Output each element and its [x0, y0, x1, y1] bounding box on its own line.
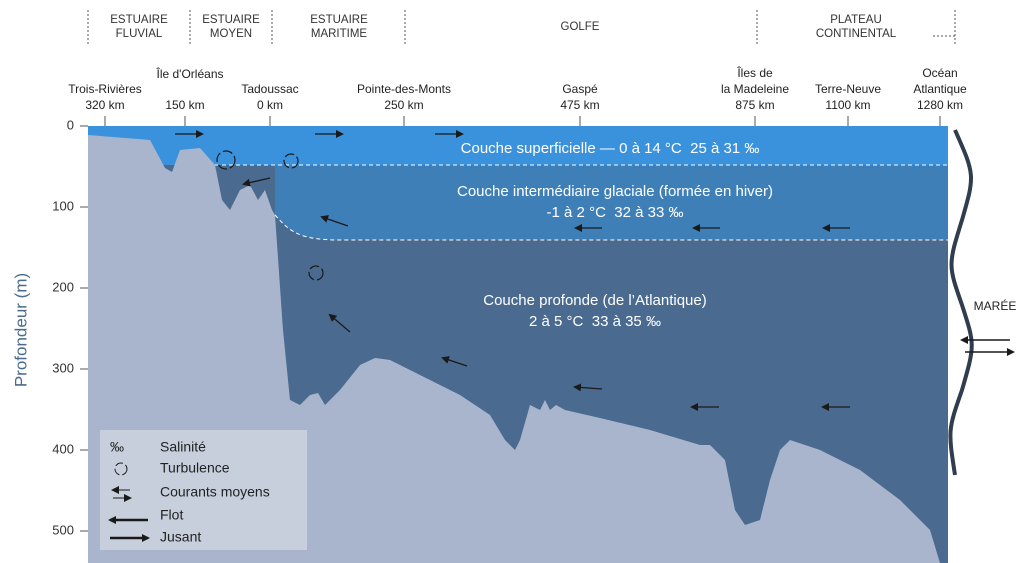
- location-label: la Madeleine: [721, 82, 789, 96]
- location-label: Pointe-des-Monts: [357, 82, 451, 96]
- current-arrow: [573, 383, 603, 392]
- turbulence: [216, 150, 324, 281]
- turbulence-icon: [216, 150, 236, 170]
- legend-label: Flot: [160, 507, 183, 523]
- legend: [100, 430, 307, 550]
- turbulence-icon: [308, 265, 324, 281]
- y-tick-label: 0: [67, 117, 74, 132]
- y-tick-label: 300: [52, 360, 74, 375]
- zone-label: ESTUAIRE: [202, 14, 260, 26]
- legend-label: Turbulence: [160, 460, 230, 476]
- legend-box: [100, 430, 307, 550]
- current-arrow: [242, 177, 271, 187]
- zone-label: MOYEN: [210, 28, 252, 40]
- tide-wave: [948, 129, 974, 476]
- layer-label: Couche profonde (de l’Atlantique): [483, 292, 706, 309]
- turbulence-icon: [283, 153, 299, 169]
- current-arrow: [441, 356, 468, 367]
- location-label: Tadoussac: [241, 82, 298, 96]
- layer-label: Couche superficielle — 0 à 14 °C 25 à 31…: [461, 140, 760, 157]
- location-label: 150 km: [165, 98, 204, 112]
- location-label: Trois-Rivières: [68, 82, 142, 96]
- location-label: 475 km: [560, 98, 599, 112]
- axis-title: Profondeur (m): [11, 273, 30, 387]
- zone-label: ESTUAIRE: [110, 14, 168, 26]
- y-tick-label: 500: [52, 522, 74, 537]
- location-label: 250 km: [384, 98, 423, 112]
- layer-label: Couche intermédiaire glaciale (formée en…: [457, 183, 773, 200]
- legend-icon: [114, 462, 128, 476]
- layer-boundary: [274, 214, 948, 241]
- current-arrow: [320, 215, 349, 227]
- location-label: 0 km: [257, 98, 283, 112]
- tide-label: MARÉE: [974, 298, 1017, 313]
- zone-label: MARITIME: [311, 28, 368, 40]
- legend-label: Jusant: [160, 529, 201, 545]
- location-label: Gaspé: [562, 82, 598, 96]
- y-tick-label: 200: [52, 279, 74, 294]
- legend-symbol: ‰: [110, 439, 124, 455]
- zone-label: ESTUAIRE: [310, 14, 368, 26]
- location-label: 1100 km: [825, 98, 870, 112]
- zone-label: CONTINENTAL: [816, 28, 897, 40]
- layer-label: -1 à 2 °C 32 à 33 ‰: [547, 204, 684, 221]
- location-label: 320 km: [85, 98, 124, 112]
- location-label: Océan: [922, 66, 957, 80]
- y-tick-label: 100: [52, 198, 74, 213]
- legend-label: Courants moyens: [160, 484, 270, 500]
- layer-label: 2 à 5 °C 33 à 35 ‰: [529, 313, 661, 330]
- location-label: Îles de: [736, 65, 773, 80]
- surface-layer: [88, 126, 948, 165]
- legend-label: Salinité: [160, 439, 206, 455]
- location-label: 875 km: [735, 98, 774, 112]
- location-label: Île d'Orléans: [156, 66, 224, 81]
- y-tick-label: 400: [52, 441, 74, 456]
- location-label: Atlantique: [913, 82, 967, 96]
- currents: [175, 130, 850, 411]
- zone-label: FLUVIAL: [116, 28, 163, 40]
- location-label: Terre-Neuve: [815, 82, 881, 96]
- zone-label: PLATEAU: [830, 14, 882, 26]
- location-label: 1280 km: [917, 98, 963, 112]
- zone-label: GOLFE: [561, 21, 600, 33]
- current-arrow: [328, 313, 351, 333]
